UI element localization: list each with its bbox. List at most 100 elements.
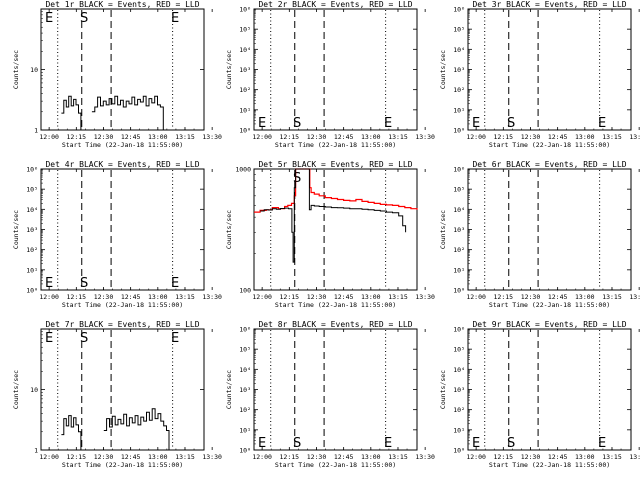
y-tick-label: 10¹ xyxy=(453,426,465,434)
y-tick-label: 10⁵ xyxy=(453,346,465,354)
y-axis-label: Counts/sec xyxy=(12,50,20,89)
end-marker: E xyxy=(384,436,392,451)
end-marker: E xyxy=(598,116,606,131)
x-tick-label: 13:00 xyxy=(148,453,168,461)
plot-frame xyxy=(40,8,205,131)
x-tick-label: 12:15 xyxy=(67,133,87,141)
panel-det7r: Det 7r BLACK = Events, RED = LLD 12:00 12:… xyxy=(12,320,222,469)
x-tick-label: 12:15 xyxy=(494,133,514,141)
y-tick-label: 10⁵ xyxy=(26,186,38,194)
x-tick-label: 13:30 xyxy=(202,133,222,141)
y-tick-label: 10⁶ xyxy=(26,166,38,174)
y-axis-label: Counts/sec xyxy=(439,370,447,409)
x-tick-label: 13:15 xyxy=(602,133,622,141)
y-tick-label: 10⁴ xyxy=(239,46,251,54)
x-tick-label: 12:30 xyxy=(521,133,541,141)
x-tick-label: 12:45 xyxy=(548,133,568,141)
y-tick-label: 10 xyxy=(30,66,38,74)
events-series-line xyxy=(91,95,164,130)
start-marker: S xyxy=(293,116,301,131)
x-tick-label: 13:30 xyxy=(629,293,640,301)
start-marker: S xyxy=(80,11,88,26)
x-tick-label: 13:15 xyxy=(388,293,408,301)
x-tick-label: 12:00 xyxy=(39,293,59,301)
start-marker: S xyxy=(507,436,515,451)
x-tick-label: 12:45 xyxy=(121,293,141,301)
end-marker: E xyxy=(472,436,480,451)
x-tick-label: 12:00 xyxy=(466,453,486,461)
x-tick-label: 12:30 xyxy=(521,453,541,461)
y-tick-label: 10⁶ xyxy=(239,326,251,334)
plot-frame xyxy=(253,168,418,291)
x-tick-label: 12:15 xyxy=(280,293,300,301)
x-tick-label: 13:00 xyxy=(575,453,595,461)
x-tick-label: 12:30 xyxy=(307,453,327,461)
panel-title: Det 2r BLACK = Events, RED = LLD xyxy=(258,0,412,9)
x-tick-label: 12:45 xyxy=(334,293,354,301)
x-tick-label: 13:00 xyxy=(361,453,381,461)
x-tick-label: 12:00 xyxy=(252,133,272,141)
y-tick-label: 10³ xyxy=(26,226,38,234)
x-tick-label: 12:30 xyxy=(521,293,541,301)
y-tick-label: 10⁵ xyxy=(453,26,465,34)
panel-det9r: Det 9r BLACK = Events, RED = LLD 12:00 12:… xyxy=(439,320,640,469)
x-tick-label: 12:00 xyxy=(466,293,486,301)
x-axis-label: Start Time (22-Jan-18 11:55:00) xyxy=(275,301,396,309)
x-tick-label: 13:30 xyxy=(202,293,222,301)
plot-frame xyxy=(467,8,632,131)
end-marker: E xyxy=(258,436,266,451)
x-tick-label: 13:30 xyxy=(202,453,222,461)
x-tick-label: 13:15 xyxy=(175,133,195,141)
start-marker: S xyxy=(293,171,301,186)
x-tick-label: 13:00 xyxy=(148,133,168,141)
panel-det4r: Det 4r BLACK = Events, RED = LLD 12:00 12:… xyxy=(12,160,222,309)
panel-title: Det 9r BLACK = Events, RED = LLD xyxy=(472,320,626,329)
x-tick-label: 12:15 xyxy=(280,453,300,461)
plot-frame xyxy=(40,168,205,291)
x-axis-label: Start Time (22-Jan-18 11:55:00) xyxy=(489,141,610,149)
end-marker: E xyxy=(472,116,480,131)
x-tick-label: 13:30 xyxy=(415,293,435,301)
x-tick-label: 13:15 xyxy=(388,133,408,141)
x-tick-label: 13:00 xyxy=(575,293,595,301)
x-tick-label: 12:30 xyxy=(94,293,114,301)
y-tick-label: 10² xyxy=(453,86,465,94)
y-tick-label: 10³ xyxy=(453,386,465,394)
y-tick-label: 10⁶ xyxy=(453,326,465,334)
y-tick-label: 10⁰ xyxy=(453,127,465,135)
y-tick-label: 10¹ xyxy=(239,106,251,114)
x-tick-label: 13:15 xyxy=(602,453,622,461)
panel-title: Det 4r BLACK = Events, RED = LLD xyxy=(45,160,199,169)
panel-det5r: Det 5r BLACK = Events, RED = LLD 12:00 12:… xyxy=(225,160,435,309)
y-axis-label: Counts/sec xyxy=(225,50,233,89)
y-tick-label: 10⁴ xyxy=(453,46,465,54)
x-axis-label: Start Time (22-Jan-18 11:55:00) xyxy=(489,461,610,469)
start-marker: S xyxy=(507,116,515,131)
x-tick-label: 12:00 xyxy=(39,133,59,141)
y-tick-label: 10⁴ xyxy=(453,206,465,214)
y-tick-label: 1 xyxy=(34,447,38,455)
x-tick-label: 12:45 xyxy=(548,293,568,301)
y-tick-label: 10³ xyxy=(239,386,251,394)
x-tick-label: 13:30 xyxy=(415,133,435,141)
x-tick-label: 12:00 xyxy=(39,453,59,461)
start-marker: S xyxy=(293,436,301,451)
x-axis-label: Start Time (22-Jan-18 11:55:00) xyxy=(62,461,183,469)
x-tick-label: 12:45 xyxy=(121,133,141,141)
panel-title: Det 6r BLACK = Events, RED = LLD xyxy=(472,160,626,169)
panel-det1r: Det 1r BLACK = Events, RED = LLD 12:00 12:… xyxy=(12,0,222,149)
start-marker: S xyxy=(80,276,88,291)
x-tick-label: 13:30 xyxy=(629,133,640,141)
end-marker: E xyxy=(598,436,606,451)
x-tick-label: 12:00 xyxy=(252,293,272,301)
x-tick-label: 13:00 xyxy=(361,133,381,141)
y-tick-label: 10⁴ xyxy=(453,366,465,374)
y-tick-label: 10³ xyxy=(453,226,465,234)
y-tick-label: 10⁰ xyxy=(239,127,251,135)
x-tick-label: 12:45 xyxy=(334,453,354,461)
x-tick-label: 12:30 xyxy=(307,293,327,301)
y-tick-label: 10⁵ xyxy=(239,26,251,34)
events-series-line xyxy=(61,415,82,450)
x-tick-label: 13:15 xyxy=(175,293,195,301)
y-tick-label: 1000 xyxy=(235,166,251,174)
